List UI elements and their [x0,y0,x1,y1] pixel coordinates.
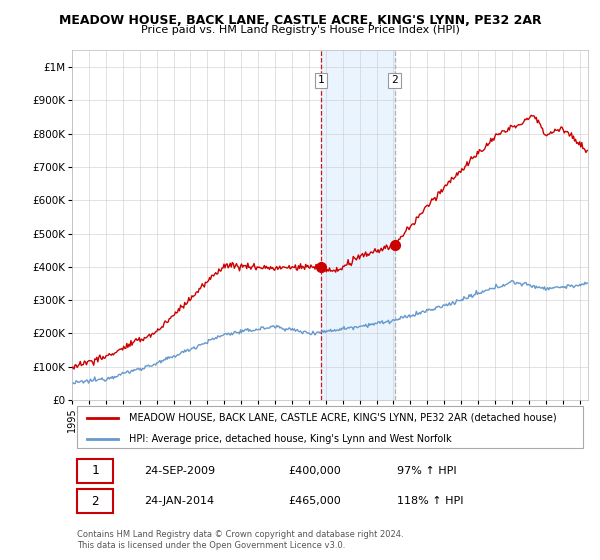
Text: MEADOW HOUSE, BACK LANE, CASTLE ACRE, KING'S LYNN, PE32 2AR (detached house): MEADOW HOUSE, BACK LANE, CASTLE ACRE, KI… [129,413,556,423]
Text: 24-JAN-2014: 24-JAN-2014 [144,496,214,506]
Text: 24-SEP-2009: 24-SEP-2009 [144,466,215,475]
Text: 1: 1 [318,76,325,85]
Text: £465,000: £465,000 [289,496,341,506]
Text: 118% ↑ HPI: 118% ↑ HPI [397,496,464,506]
Text: 97% ↑ HPI: 97% ↑ HPI [397,466,457,475]
Text: Contains HM Land Registry data © Crown copyright and database right 2024.
This d: Contains HM Land Registry data © Crown c… [77,530,404,549]
FancyBboxPatch shape [77,406,583,447]
FancyBboxPatch shape [77,459,113,483]
Text: HPI: Average price, detached house, King's Lynn and West Norfolk: HPI: Average price, detached house, King… [129,433,451,444]
Text: MEADOW HOUSE, BACK LANE, CASTLE ACRE, KING'S LYNN, PE32 2AR: MEADOW HOUSE, BACK LANE, CASTLE ACRE, KI… [59,14,541,27]
Text: 2: 2 [391,76,398,85]
Text: 1: 1 [91,464,99,477]
Bar [321,50,395,400]
Text: Price paid vs. HM Land Registry's House Price Index (HPI): Price paid vs. HM Land Registry's House … [140,25,460,35]
FancyBboxPatch shape [77,489,113,513]
Text: 2: 2 [91,494,99,508]
Text: £400,000: £400,000 [289,466,341,475]
